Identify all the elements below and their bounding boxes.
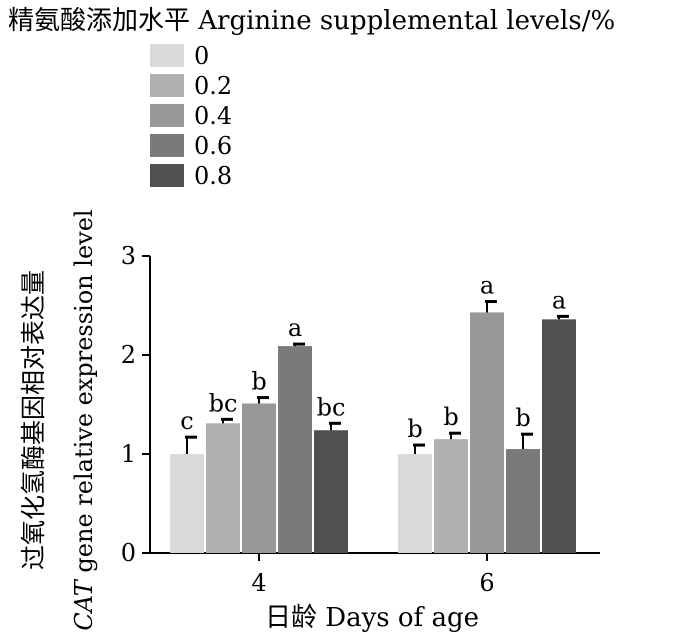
- bar: [470, 312, 504, 553]
- y-axis-title-2: CAT gene relative expression level: [70, 209, 98, 630]
- legend-swatch: [150, 134, 184, 157]
- y-axis-title: 过氧化氢酶基因相对表达量: [19, 270, 48, 570]
- y-axis-title-en-text: gene relative expression level: [70, 209, 98, 580]
- significance-label: a: [480, 272, 494, 300]
- significance-label: b: [407, 415, 422, 443]
- bar: [506, 449, 540, 553]
- x-axis-title: 日龄 Days of age: [265, 603, 479, 633]
- y-tick-label: 3: [121, 242, 136, 270]
- significance-label: b: [443, 403, 458, 431]
- significance-label: a: [552, 286, 566, 314]
- bar: [170, 454, 204, 553]
- bar: [206, 423, 240, 553]
- legend-label: 0.6: [194, 132, 232, 160]
- legend-swatch: [150, 164, 184, 187]
- legend-label: 0.2: [194, 72, 232, 100]
- legend-label: 0: [194, 42, 209, 70]
- bar: [242, 403, 276, 553]
- legend-swatch: [150, 74, 184, 97]
- significance-label: c: [180, 407, 193, 435]
- bar: [314, 430, 348, 553]
- y-tick-label: 2: [121, 341, 136, 369]
- bar: [398, 454, 432, 553]
- bar: [542, 319, 576, 553]
- y-tick-label: 1: [121, 440, 136, 468]
- y-tick-label: 0: [121, 539, 136, 567]
- legend-swatch: [150, 104, 184, 127]
- y-axis-title-en: CAT gene relative expression level: [70, 209, 98, 630]
- significance-label: b: [251, 368, 266, 396]
- significance-label: a: [288, 314, 302, 342]
- bar: [434, 439, 468, 553]
- legend-title: 精氨酸添加水平 Arginine supplemental levels/%: [8, 6, 615, 36]
- legend-label: 0.4: [194, 102, 232, 130]
- significance-label: b: [515, 404, 530, 432]
- significance-label: bc: [317, 393, 346, 421]
- significance-label: bc: [209, 389, 238, 417]
- legend: 00.20.40.60.8: [150, 42, 232, 190]
- bar: [278, 346, 312, 553]
- legend-swatch: [150, 44, 184, 67]
- y-axis-title-cn: 过氧化氢酶基因相对表达量: [19, 270, 48, 570]
- y-axis-gene-name: CAT: [70, 578, 98, 630]
- y-ticks: 0 1 2 3: [121, 242, 150, 567]
- x-tick-label: 6: [479, 569, 494, 597]
- x-tick-label: 4: [251, 569, 266, 597]
- legend-label: 0.8: [194, 162, 232, 190]
